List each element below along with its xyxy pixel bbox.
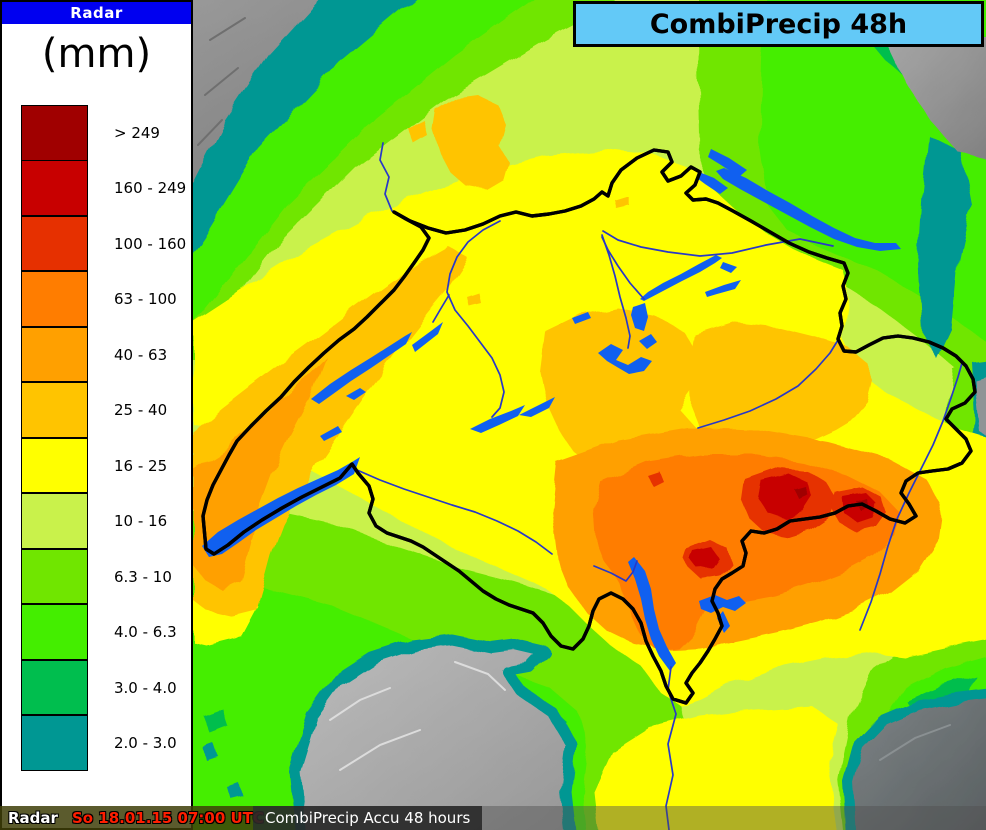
legend-row: 40 - 63	[21, 326, 186, 383]
legend-swatch	[21, 382, 88, 438]
legend-range-label: 10 - 16	[114, 512, 168, 531]
legend-range-label: 40 - 63	[114, 345, 168, 364]
lake-constance	[716, 168, 901, 251]
legend-range-label: 63 - 100	[114, 290, 177, 309]
legend-unit-label: (mm)	[41, 31, 152, 77]
legend-range-label: > 249	[114, 123, 160, 142]
lake-lucerne-arm	[639, 334, 657, 349]
legend-row: 3.0 - 4.0	[21, 659, 186, 716]
river-ticino-north	[593, 560, 638, 582]
status-left-segment: Radar So 18.01.15 07:00 UTC	[0, 806, 264, 830]
lake-walensee	[705, 280, 741, 297]
status-timestamp: So 18.01.15 07:00 UTC	[71, 809, 264, 827]
lake-maggiore	[628, 557, 676, 671]
legend-swatch	[21, 604, 88, 660]
status-bar-filler	[482, 806, 986, 830]
legend-range-label: 16 - 25	[114, 456, 168, 475]
status-product-label: CombiPrecip Accu 48 hours	[253, 806, 483, 830]
legend-range-label: 4.0 - 6.3	[114, 623, 177, 642]
legend-row: 100 - 160	[21, 215, 187, 272]
lake-murten	[346, 388, 366, 400]
country-border	[201, 148, 977, 705]
legend-row: > 249	[21, 105, 186, 161]
lake-brienz	[519, 397, 555, 417]
legend-swatch	[21, 215, 88, 271]
legend-row: 63 - 100	[21, 271, 186, 328]
lake-lucerne	[598, 344, 652, 374]
lake-constance-arm	[708, 149, 747, 177]
legend-range-label: 6.3 - 10	[114, 567, 172, 586]
legend-row: 10 - 16	[21, 493, 186, 550]
lake-thun	[470, 405, 525, 433]
legend-row: 2.0 - 3.0	[21, 715, 186, 772]
legend-swatch	[21, 326, 88, 382]
legend-header: Radar	[2, 2, 191, 24]
legend-row: 160 - 249	[21, 160, 187, 217]
lake-sempach	[572, 312, 591, 324]
river-aare-biel	[432, 294, 450, 323]
terrain-ridge-lines	[197, 17, 951, 771]
legend-swatch	[21, 493, 88, 549]
lake-zug	[631, 303, 648, 331]
lake-biel	[412, 322, 443, 352]
lake-joux	[320, 426, 342, 441]
legend-panel: Radar (mm) > 249 160 - 249 100 - 160 63 - 1…	[0, 0, 193, 830]
river-aare	[446, 220, 505, 418]
river-rhone	[356, 469, 553, 555]
legend-row: 16 - 25	[21, 437, 186, 494]
legend-swatch	[21, 548, 88, 604]
river-limmat	[601, 236, 645, 300]
legend-range-label: 100 - 160	[114, 234, 187, 253]
legend-swatch	[21, 437, 88, 493]
legend-range-label: 3.0 - 4.0	[114, 678, 177, 697]
river-rhine-north	[379, 142, 393, 212]
product-title: CombiPrecip 48h	[649, 8, 908, 40]
legend-swatch	[21, 715, 88, 771]
legend-swatch	[21, 105, 88, 161]
legend-swatch	[21, 271, 88, 327]
lake-constance-untersee	[697, 172, 728, 194]
legend-swatch	[21, 659, 88, 715]
lake-zurich	[640, 255, 722, 301]
legend-row: 25 - 40	[21, 382, 186, 439]
legend-swatch	[21, 160, 88, 216]
legend-row: 4.0 - 6.3	[21, 604, 186, 661]
product-title-box: CombiPrecip 48h	[573, 1, 984, 47]
status-source-label: Radar	[8, 809, 58, 827]
legend-range-label: 25 - 40	[114, 401, 168, 420]
status-bar: Radar So 18.01.15 07:00 UTC CombiPrecip …	[0, 806, 986, 830]
legend-scale: > 249 160 - 249 100 - 160 63 - 100 40 - 63 25…	[21, 105, 186, 771]
river-inn	[859, 362, 963, 631]
river-reuss	[601, 234, 631, 349]
legend-row: 6.3 - 10	[21, 548, 186, 605]
legend-range-label: 160 - 249	[114, 179, 187, 198]
river-vorderrhein	[697, 339, 839, 429]
legend-range-label: 2.0 - 3.0	[114, 734, 177, 753]
lake-obersee	[720, 262, 737, 273]
lake-neuchatel	[311, 332, 412, 404]
